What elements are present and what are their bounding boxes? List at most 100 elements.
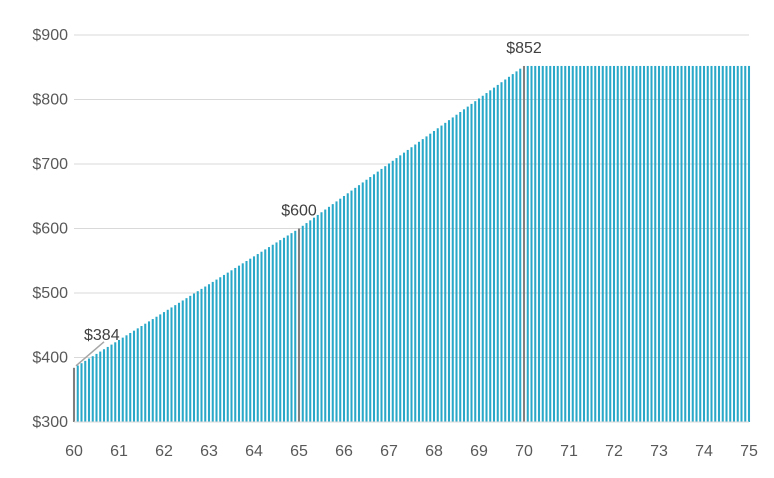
bar [144, 323, 147, 422]
bar [406, 149, 409, 422]
bar [95, 353, 98, 422]
bar [590, 65, 593, 423]
x-tick-label: 61 [110, 443, 128, 460]
y-tick-label: $400 [32, 350, 68, 367]
bar [451, 117, 454, 423]
bar [500, 82, 503, 423]
bar [654, 65, 657, 423]
bar [391, 160, 394, 422]
bar [669, 65, 672, 423]
bar [444, 122, 447, 422]
bar [297, 228, 301, 422]
bar [642, 65, 646, 423]
bar [522, 65, 526, 423]
bar [207, 284, 211, 422]
bar [474, 101, 477, 423]
bar [665, 65, 668, 423]
bar [732, 65, 736, 423]
bar [121, 337, 124, 422]
x-tick-label: 68 [425, 443, 443, 460]
x-tick-label: 73 [650, 443, 668, 460]
bar [354, 187, 357, 422]
x-tick-label: 66 [335, 443, 353, 460]
bar [365, 179, 368, 422]
bar [657, 65, 661, 423]
bar [106, 346, 109, 422]
x-tick-label: 63 [200, 443, 218, 460]
bar [350, 190, 353, 422]
y-tick-label: $700 [32, 156, 68, 173]
bar [267, 247, 271, 422]
bar [129, 332, 132, 422]
bar [125, 335, 128, 422]
y-tick-label: $900 [32, 27, 68, 44]
bar [102, 349, 106, 422]
bar [706, 65, 709, 423]
y-tick-label: $300 [32, 414, 68, 431]
bar [159, 314, 162, 422]
bar [695, 65, 698, 423]
bar [496, 84, 499, 423]
bar [639, 65, 642, 423]
bar [455, 114, 458, 422]
bar [204, 286, 207, 422]
bar [342, 195, 346, 422]
bar [234, 267, 237, 422]
bar [549, 65, 552, 423]
bar [575, 65, 578, 423]
bar [200, 288, 203, 422]
bar [192, 293, 196, 422]
bar [627, 65, 631, 423]
bar [147, 321, 151, 422]
bar [631, 65, 634, 423]
bar [117, 339, 121, 422]
bar [564, 65, 567, 423]
bar [174, 305, 177, 422]
bar [245, 261, 248, 422]
x-tick-label: 69 [470, 443, 488, 460]
bar [402, 152, 406, 422]
bar [166, 309, 169, 422]
bar [357, 185, 361, 422]
bar [661, 65, 664, 423]
bar [185, 298, 188, 422]
bar [76, 365, 79, 422]
bar [331, 204, 334, 422]
bar [72, 367, 76, 422]
bar [672, 65, 676, 423]
bar [372, 174, 376, 422]
bar [271, 244, 274, 422]
bar [747, 65, 751, 423]
bar [237, 265, 241, 422]
bar [519, 68, 522, 423]
x-tick-label: 64 [245, 443, 263, 460]
bar [609, 65, 612, 423]
x-tick-label: 67 [380, 443, 398, 460]
bar [725, 65, 728, 423]
bar [466, 106, 469, 422]
bar [515, 71, 518, 422]
bar [571, 65, 574, 423]
bar [635, 65, 638, 423]
bar [140, 326, 143, 422]
bar [312, 217, 316, 422]
bar [447, 120, 451, 422]
bar [222, 274, 226, 422]
bar [346, 193, 349, 422]
bar [252, 256, 256, 422]
bar [335, 201, 338, 422]
bar [275, 242, 278, 422]
bar [560, 65, 563, 423]
y-tick-label: $500 [32, 285, 68, 302]
y-tick-label: $600 [32, 221, 68, 238]
bar [219, 277, 222, 422]
bar [721, 65, 724, 423]
bar [586, 65, 589, 423]
bar [477, 98, 481, 422]
bar [646, 65, 649, 423]
bar [170, 307, 173, 422]
bar [410, 147, 413, 423]
bar [80, 363, 83, 422]
bar [305, 223, 308, 422]
